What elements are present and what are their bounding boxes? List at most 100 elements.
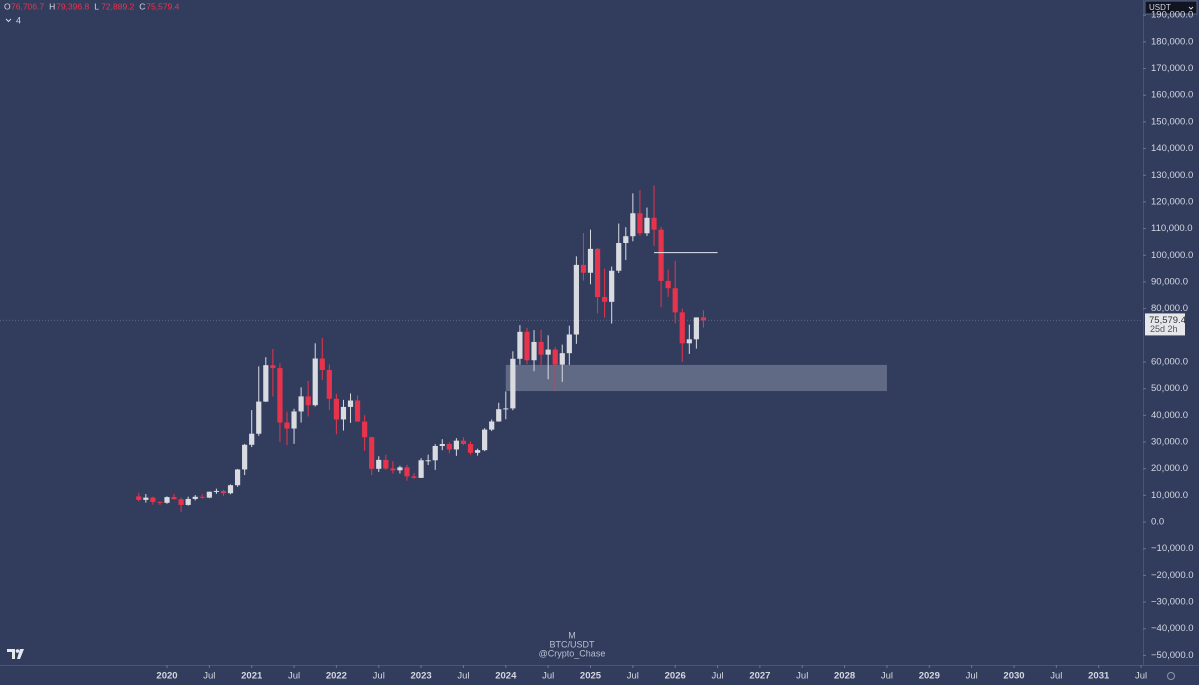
x-tick-label: 2020 xyxy=(156,671,177,682)
x-tick-label: 2029 xyxy=(919,671,940,682)
candle-body xyxy=(340,406,347,420)
ohlc-key: O xyxy=(4,1,11,11)
candle-body xyxy=(580,264,587,273)
settings-icon[interactable] xyxy=(1167,672,1175,680)
candle-body xyxy=(354,400,361,422)
candle-body xyxy=(284,422,290,429)
candle-body xyxy=(249,433,255,445)
candle-body xyxy=(510,358,516,409)
candle-body xyxy=(178,499,184,505)
currency-button[interactable] xyxy=(1144,0,1198,15)
candle-body xyxy=(164,497,170,503)
x-tick-label: Jul xyxy=(542,671,554,682)
last-price-badge xyxy=(1145,313,1185,336)
candle-body xyxy=(559,353,565,365)
candle-body xyxy=(227,485,234,494)
ohlc-value: 72,889.2 xyxy=(101,1,134,11)
candle-body xyxy=(383,459,389,469)
candle-body xyxy=(157,501,163,503)
x-tick-label: Jul xyxy=(1135,671,1147,682)
y-tick-label: 100,000.0 xyxy=(1151,250,1193,261)
candle-body xyxy=(693,317,699,340)
x-tick-label: 2028 xyxy=(834,671,855,682)
x-tick-label: Jul xyxy=(711,671,723,682)
candle-body xyxy=(602,297,608,302)
y-tick-label: 30,000.0 xyxy=(1151,437,1188,448)
candle-body xyxy=(573,264,579,335)
candle-body xyxy=(404,467,410,477)
ohlc-legend: O 76,706.7 H 79,396.8 L 72,889.2 C 75,579.4 xyxy=(4,1,180,11)
candle-body xyxy=(270,365,276,369)
watermark-interval: M xyxy=(568,630,576,640)
candle-body xyxy=(637,213,643,234)
x-tick-label: 2031 xyxy=(1088,671,1110,682)
candle-body xyxy=(397,467,403,471)
candle-body xyxy=(305,396,311,406)
candle-body xyxy=(298,396,304,412)
y-tick-label: −20,000.0 xyxy=(1151,570,1194,581)
indicator-count[interactable]: 4 xyxy=(16,15,21,25)
y-tick-label: 180,000.0 xyxy=(1151,36,1193,47)
collapse-chevron[interactable] xyxy=(5,18,12,23)
candle-body xyxy=(616,243,622,271)
y-tick-label: 130,000.0 xyxy=(1151,170,1193,181)
candle-body xyxy=(256,401,262,434)
x-tick-label: Jul xyxy=(966,671,978,682)
candle-body xyxy=(552,349,558,365)
candle-body xyxy=(291,411,297,429)
y-tick-label: 110,000.0 xyxy=(1151,223,1193,234)
candle-body xyxy=(369,437,375,469)
last-price-label: 75,579.4 xyxy=(1149,315,1186,326)
candle-body xyxy=(594,248,601,298)
y-tick-label: 90,000.0 xyxy=(1151,276,1188,287)
y-tick-label: 40,000.0 xyxy=(1151,410,1188,421)
x-tick-label: 2027 xyxy=(749,671,770,682)
x-tick-label: 2026 xyxy=(665,671,686,682)
candle-body xyxy=(609,270,615,302)
candle-body xyxy=(686,339,692,344)
x-tick-label: Jul xyxy=(881,671,893,682)
y-tick-label: 190,000.0 xyxy=(1151,10,1193,21)
candle-body xyxy=(390,468,396,471)
candle-body xyxy=(658,229,664,281)
watermark-symbol: BTC/USDT xyxy=(550,639,596,649)
x-tick-label: Jul xyxy=(457,671,469,682)
y-tick-label: 150,000.0 xyxy=(1151,116,1193,127)
y-tick-label: −40,000.0 xyxy=(1151,623,1194,634)
candle-body xyxy=(185,498,191,505)
candle-body xyxy=(623,236,629,244)
candle-body xyxy=(347,400,354,407)
candle-body xyxy=(672,288,678,313)
x-tick-label: 2025 xyxy=(580,671,602,682)
candle-body xyxy=(206,491,212,498)
candle-body xyxy=(326,369,332,399)
y-tick-label: 60,000.0 xyxy=(1151,356,1188,367)
candle-body xyxy=(566,334,572,354)
candle-body xyxy=(700,317,707,321)
currency-chevron[interactable] xyxy=(1188,6,1194,10)
candle-body xyxy=(199,496,205,498)
candle-body xyxy=(644,217,650,234)
candle-body xyxy=(665,280,671,289)
candle-body xyxy=(425,460,431,462)
x-tick-label: Jul xyxy=(288,671,300,682)
candle-body xyxy=(474,450,481,453)
candle-body xyxy=(679,312,685,344)
candle-body xyxy=(312,358,318,406)
x-tick-label: Jul xyxy=(203,671,215,682)
candle-body xyxy=(630,213,636,237)
candle-body xyxy=(439,444,445,447)
x-tick-label: 2021 xyxy=(241,671,263,682)
ohlc-key: H xyxy=(49,1,55,11)
y-tick-label: −50,000.0 xyxy=(1151,650,1194,661)
candle-body xyxy=(467,444,474,453)
tradingview-logo[interactable] xyxy=(7,649,24,659)
currency-label[interactable]: USDT xyxy=(1149,3,1171,12)
y-tick-label: 160,000.0 xyxy=(1151,90,1193,101)
candle-body xyxy=(587,248,594,273)
candle-body xyxy=(496,409,502,422)
candle-body xyxy=(376,459,382,469)
ohlc-value: 79,396.8 xyxy=(56,1,89,11)
watermark-author: @Crypto_Chase xyxy=(539,648,606,658)
candle-body xyxy=(489,421,495,430)
